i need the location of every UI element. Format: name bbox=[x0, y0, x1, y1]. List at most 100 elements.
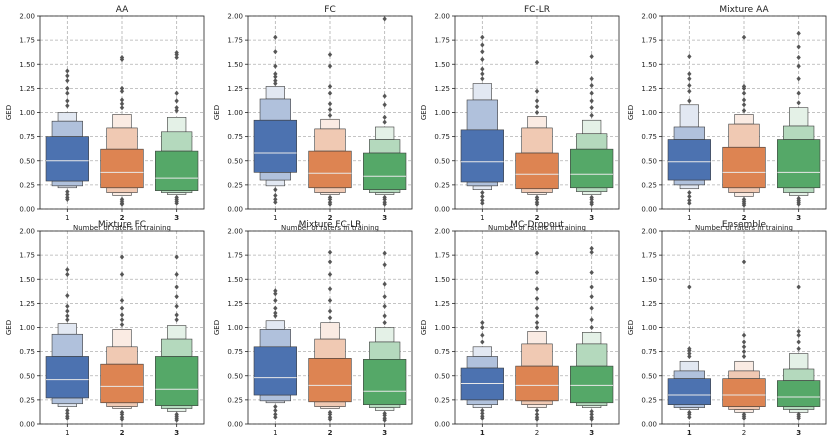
outlier-point bbox=[65, 415, 70, 421]
boxen-box bbox=[45, 356, 89, 399]
x-tick-label: 1 bbox=[687, 429, 692, 435]
boxen-box bbox=[363, 359, 407, 406]
outlier-point bbox=[741, 353, 747, 360]
y-tick-label: 0.25 bbox=[434, 181, 450, 189]
y-tick-label: 2.00 bbox=[641, 228, 657, 236]
chart-title: Mixture AA bbox=[719, 5, 769, 15]
outlier-point bbox=[687, 284, 692, 290]
outlier-point bbox=[480, 320, 485, 326]
boxen-box-upper bbox=[106, 346, 138, 365]
outlier-point bbox=[796, 201, 801, 207]
outlier-point bbox=[796, 90, 801, 96]
boxen-box-lower bbox=[783, 406, 815, 410]
outlier-point bbox=[119, 201, 125, 207]
outlier-point bbox=[174, 293, 179, 300]
y-tick-label: 0.50 bbox=[227, 157, 243, 165]
y-tick-label: 1.25 bbox=[641, 85, 657, 93]
outlier-point bbox=[589, 324, 594, 331]
boxen-box-upper bbox=[783, 125, 815, 140]
outlier-point bbox=[589, 269, 594, 276]
boxen-box-lower bbox=[527, 404, 547, 408]
boxen-box-upper bbox=[161, 338, 193, 357]
boxen-box-upper bbox=[320, 118, 340, 130]
boxen-box-lower bbox=[576, 187, 608, 192]
y-tick-label: 0.00 bbox=[434, 206, 450, 214]
chart-panel-6: 0.00 0.25 0.50 0.75 1.00 1.25 1.50 1.75 2.00 1 2 3 M… bbox=[213, 220, 413, 435]
x-tick-label: 2 bbox=[328, 214, 333, 222]
boxen-box-upper bbox=[728, 123, 760, 148]
y-tick-label: 0.25 bbox=[19, 396, 35, 404]
outlier-point bbox=[174, 312, 179, 318]
y-axis-label: GED bbox=[5, 105, 13, 120]
y-tick-label: 0.50 bbox=[434, 372, 450, 380]
outlier-point bbox=[273, 187, 278, 193]
outlier-point bbox=[273, 63, 278, 69]
boxen-box-lower bbox=[472, 185, 492, 190]
boxen-box bbox=[308, 150, 352, 189]
boxen-box-lower bbox=[167, 408, 187, 412]
outlier-point bbox=[534, 269, 540, 276]
boxen-box-lower bbox=[673, 179, 705, 186]
outlier-point bbox=[327, 259, 333, 265]
boxen-box bbox=[667, 139, 711, 181]
y-tick-label: 1.50 bbox=[434, 61, 450, 69]
outlier-point bbox=[741, 344, 747, 350]
boxen-box-upper bbox=[576, 343, 608, 367]
boxen-box-upper bbox=[734, 360, 754, 372]
y-axis-label: GED bbox=[627, 320, 635, 335]
boxen-box-upper bbox=[57, 112, 77, 122]
outlier-point bbox=[480, 56, 485, 63]
outlier-point bbox=[327, 249, 333, 255]
outlier-point bbox=[741, 202, 747, 208]
boxen-box bbox=[155, 356, 199, 406]
boxen-box-upper bbox=[161, 131, 193, 152]
axes-frame bbox=[661, 230, 827, 425]
outlier-point bbox=[741, 332, 747, 338]
outlier-point bbox=[480, 71, 485, 77]
outlier-point bbox=[174, 200, 179, 206]
boxen-box-lower bbox=[582, 191, 602, 195]
outlier-point bbox=[65, 303, 70, 309]
outlier-point bbox=[327, 308, 333, 314]
outlier-point bbox=[534, 320, 540, 326]
outlier-point bbox=[65, 73, 70, 79]
y-tick-label: 1.25 bbox=[227, 85, 243, 93]
outlier-point bbox=[65, 313, 70, 319]
outlier-point bbox=[119, 312, 125, 318]
boxen-box-upper bbox=[521, 343, 553, 367]
boxen-box-upper bbox=[375, 327, 395, 343]
outlier-point bbox=[382, 102, 387, 108]
boxen-box bbox=[253, 346, 297, 396]
boxen-box-lower bbox=[521, 188, 553, 193]
boxen-box-upper bbox=[466, 99, 498, 131]
outlier-point bbox=[65, 317, 70, 323]
y-tick-label: 0.75 bbox=[19, 133, 35, 141]
outlier-point bbox=[741, 97, 747, 103]
boxen-box bbox=[570, 148, 614, 189]
outlier-point bbox=[687, 98, 692, 104]
boxen-box bbox=[515, 152, 559, 190]
y-tick-label: 1.00 bbox=[19, 109, 35, 117]
outlier-point bbox=[480, 49, 485, 55]
boxen-box-upper bbox=[789, 353, 809, 370]
boxen-box-lower bbox=[265, 179, 285, 187]
outlier-point bbox=[273, 80, 278, 87]
boxen-box-upper bbox=[167, 325, 187, 340]
x-tick-label: 3 bbox=[382, 429, 387, 435]
y-tick-label: 2.00 bbox=[19, 13, 35, 21]
y-tick-label: 1.00 bbox=[227, 324, 243, 332]
y-tick-label: 0.25 bbox=[434, 396, 450, 404]
x-tick-label: 2 bbox=[328, 429, 333, 435]
y-tick-label: 0.25 bbox=[641, 396, 657, 404]
y-tick-label: 1.25 bbox=[227, 300, 243, 308]
boxen-box-lower bbox=[57, 403, 77, 407]
outlier-point bbox=[796, 100, 801, 106]
boxen-box bbox=[363, 152, 407, 190]
outlier-point bbox=[741, 107, 747, 114]
x-tick-label: 1 bbox=[273, 214, 277, 222]
outlier-point bbox=[327, 297, 333, 304]
y-tick-label: 0.50 bbox=[434, 157, 450, 165]
x-tick-label: 1 bbox=[480, 214, 484, 222]
outlier-point bbox=[382, 262, 387, 268]
outlier-point bbox=[589, 98, 594, 104]
